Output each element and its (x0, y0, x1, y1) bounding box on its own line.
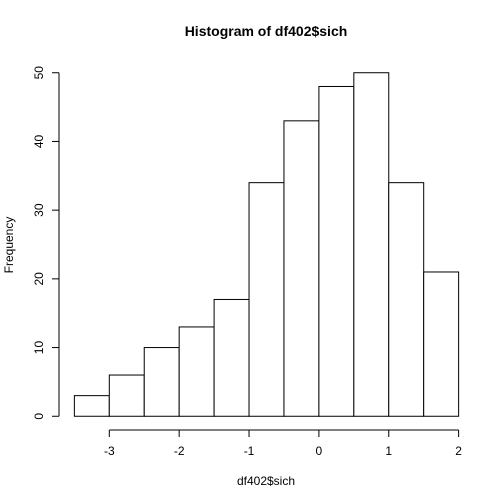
y-axis: 0 10 20 30 40 50 (32, 66, 60, 420)
x-tick-label: 0 (316, 444, 323, 458)
histogram-bar (388, 182, 425, 417)
histogram-bar (423, 271, 460, 417)
y-tick-label: 20 (32, 272, 46, 286)
histogram-bar (213, 298, 250, 417)
x-axis-label: df402$sich (237, 474, 295, 488)
chart-title: Histogram of df402$sich (185, 23, 348, 39)
x-tick-label: -1 (244, 444, 255, 458)
histogram-bar (318, 85, 355, 417)
histogram-bar (108, 374, 145, 417)
histogram-bar (73, 395, 110, 417)
histogram-bar (353, 72, 390, 417)
histogram-bar (248, 182, 285, 417)
x-tick-label: -2 (174, 444, 185, 458)
y-tick-label: 50 (32, 66, 46, 80)
histogram-bar (178, 326, 215, 417)
y-tick-label: 10 (32, 341, 46, 355)
histogram-bar (283, 120, 320, 417)
x-axis: -3 -2 -1 0 1 2 (104, 429, 462, 458)
x-tick-label: 2 (455, 444, 462, 458)
bars-group (73, 72, 460, 417)
y-axis-label: Frequency (2, 217, 16, 274)
x-tick-label: 1 (385, 444, 392, 458)
y-tick-label: 40 (32, 134, 46, 148)
x-tick-label: -3 (104, 444, 115, 458)
y-tick-label: 0 (32, 413, 46, 420)
histogram-bar (143, 347, 180, 417)
y-tick-label: 30 (32, 203, 46, 217)
